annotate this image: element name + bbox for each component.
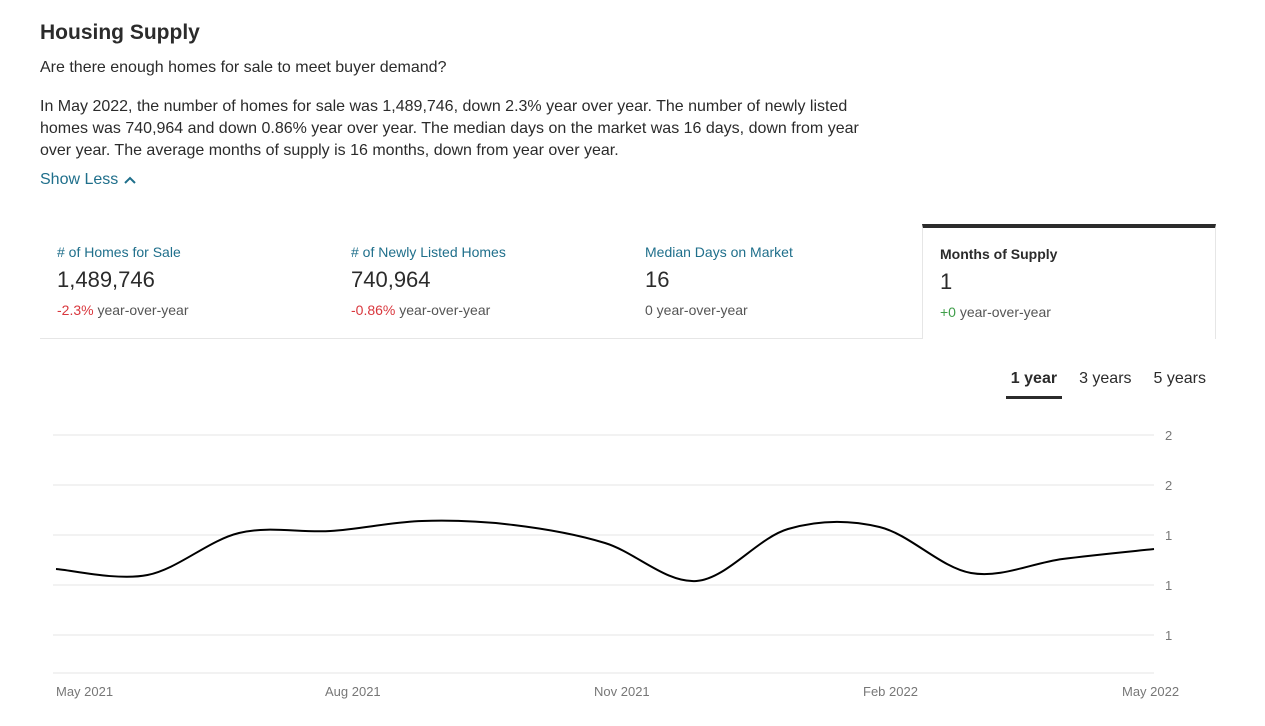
tile-value: 16 xyxy=(645,267,670,292)
tile-label: Months of Supply xyxy=(940,246,1058,262)
tile-change: -2.3% year-over-year xyxy=(57,302,334,318)
chevron-up-icon xyxy=(124,176,136,184)
change-value: +0 xyxy=(940,304,956,320)
range-selector: 1 year 3 years 5 years xyxy=(994,370,1211,399)
tile-label: Median Days on Market xyxy=(645,244,793,260)
tile-change: -0.86% year-over-year xyxy=(351,302,628,318)
tile-label: # of Newly Listed Homes xyxy=(351,244,506,260)
y-tick-label: 1 xyxy=(1165,628,1172,643)
tile-value: 1,489,746 xyxy=(57,267,155,292)
change-value: -0.86% xyxy=(351,302,396,318)
y-tick-label: 1 xyxy=(1165,578,1172,593)
page-title: Housing Supply xyxy=(40,21,200,44)
months-of-supply-chart: 1 1 1 2 2 May 2021 Aug 2021 Nov 2021 Feb 2022 May… xyxy=(53,428,1179,699)
change-suffix: year-over-year xyxy=(93,302,189,318)
tile-median-days[interactable]: Median Days on Market 16 0 year-over-yea… xyxy=(628,224,922,338)
page-subtitle: Are there enough homes for sale to meet … xyxy=(40,59,447,76)
x-tick-label: Nov 2021 xyxy=(594,684,650,699)
x-tick-label: Feb 2022 xyxy=(863,684,918,699)
tile-label: # of Homes for Sale xyxy=(57,244,181,260)
change-suffix: year-over-year xyxy=(652,302,748,318)
series-line xyxy=(55,519,1155,583)
change-value: -2.3% xyxy=(57,302,94,318)
tile-value: 740,964 xyxy=(351,267,431,292)
change-suffix: year-over-year xyxy=(955,304,1051,320)
summary-text: In May 2022, the number of homes for sal… xyxy=(40,98,859,159)
tile-months-of-supply[interactable]: Months of Supply 1 +0 year-over-year xyxy=(922,224,1216,339)
show-less-button[interactable]: Show Less xyxy=(40,171,136,189)
y-tick-label: 2 xyxy=(1165,478,1172,493)
show-less-label: Show Less xyxy=(40,171,119,188)
x-tick-label: May 2021 xyxy=(56,684,113,699)
range-1-year[interactable]: 1 year xyxy=(1005,370,1063,399)
x-tick-label: Aug 2021 xyxy=(325,684,381,699)
x-tick-label: May 2022 xyxy=(1122,684,1179,699)
tile-value: 1 xyxy=(940,269,953,294)
tile-change: +0 year-over-year xyxy=(940,304,1215,320)
metric-tiles: # of Homes for Sale 1,489,746 -2.3% year… xyxy=(40,224,1216,339)
change-value: 0 xyxy=(645,302,653,318)
y-tick-label: 2 xyxy=(1165,428,1172,443)
y-tick-label: 1 xyxy=(1165,528,1172,543)
range-5-years[interactable]: 5 years xyxy=(1153,370,1206,387)
change-suffix: year-over-year xyxy=(395,302,491,318)
range-3-years[interactable]: 3 years xyxy=(1079,370,1132,387)
tile-homes-for-sale[interactable]: # of Homes for Sale 1,489,746 -2.3% year… xyxy=(40,224,334,338)
tile-newly-listed[interactable]: # of Newly Listed Homes 740,964 -0.86% y… xyxy=(334,224,628,338)
tile-change: 0 year-over-year xyxy=(645,302,922,318)
